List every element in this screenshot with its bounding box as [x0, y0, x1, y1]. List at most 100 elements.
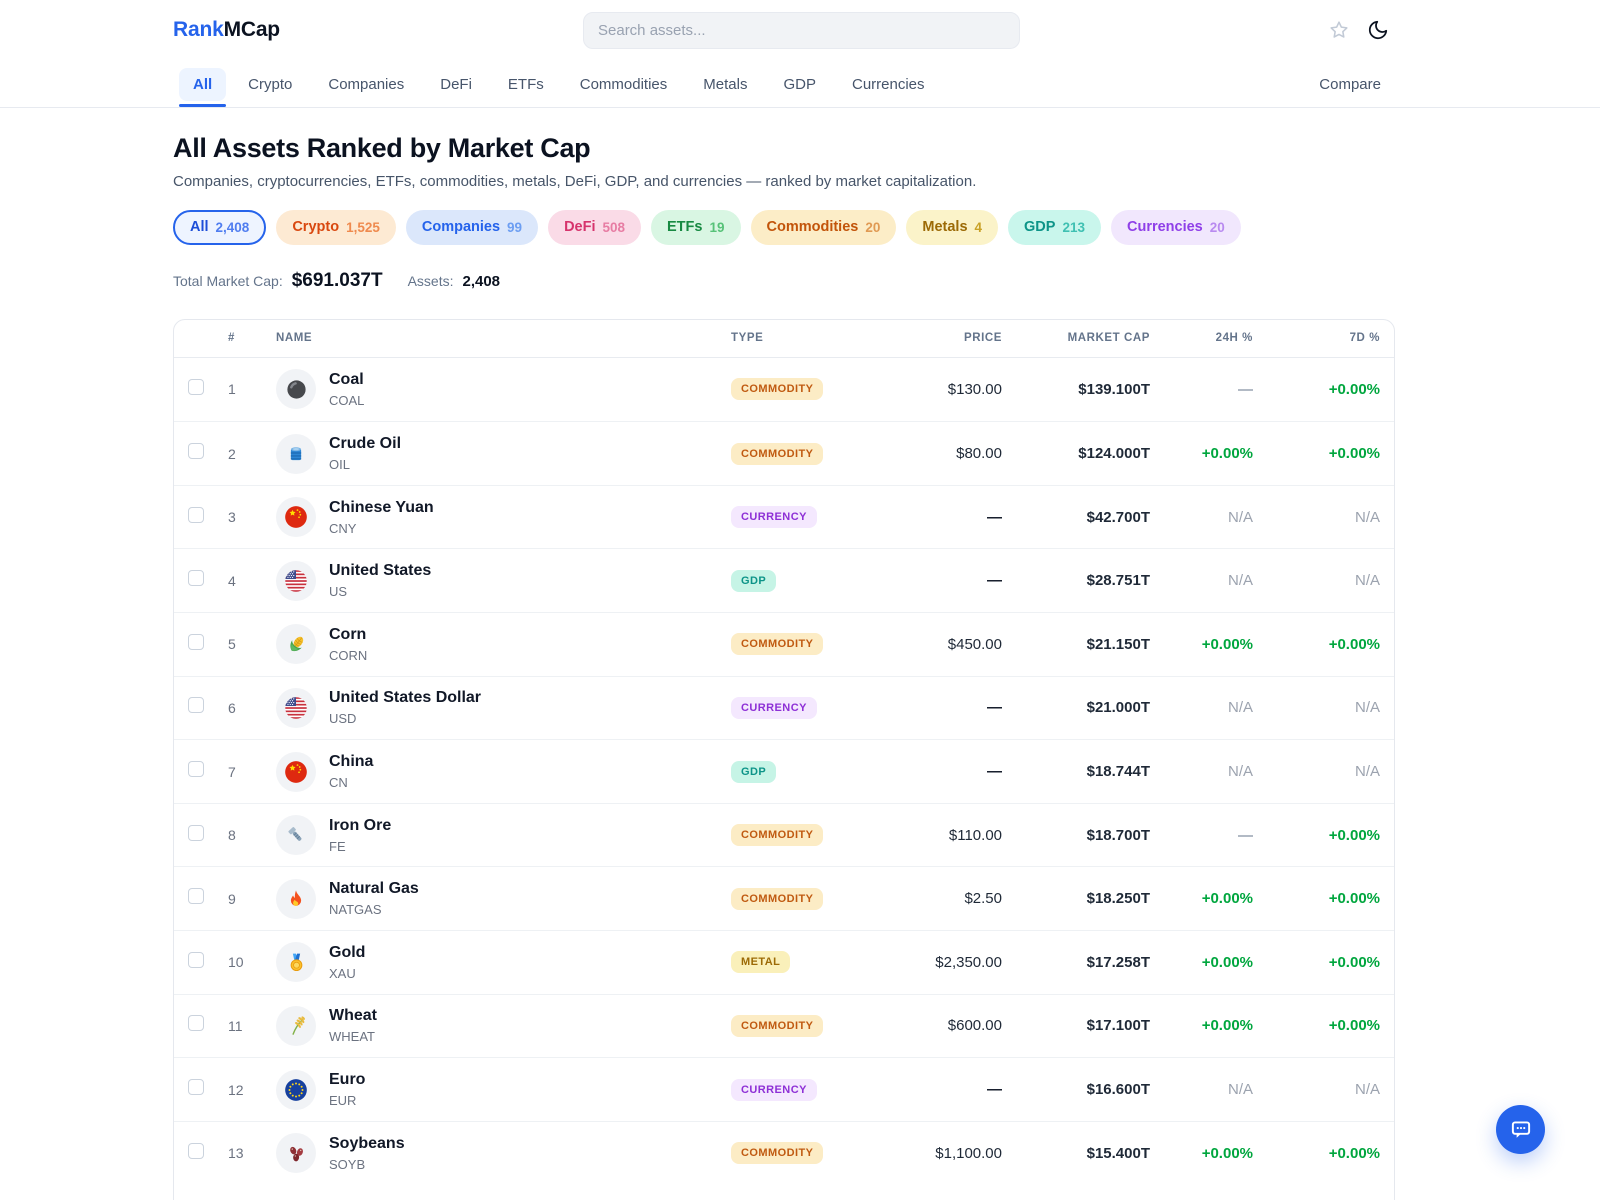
table-row[interactable]: 6 United States Dollar USD CURRENCY — $21.000… [174, 675, 1394, 740]
asset-name: Iron Ore [329, 816, 392, 834]
row-checkbox[interactable] [188, 1015, 204, 1032]
asset-name-cell: Coal COAL [276, 369, 731, 410]
tab-companies[interactable]: Companies [314, 68, 418, 101]
type-badge: COMMODITY [731, 1142, 824, 1165]
filter-pill-defi[interactable]: DeFi 508 [548, 209, 642, 245]
market-cap-cell: $124.000T [1078, 445, 1150, 463]
row-checkbox[interactable] [188, 761, 204, 778]
asset-name: Gold [329, 943, 366, 961]
table-row[interactable]: 1 Coal COAL COMMODITY $130.00 $139.100T — +0.00… [174, 358, 1394, 422]
column-header-type[interactable]: TYPE [731, 332, 764, 345]
chat-button[interactable] [1496, 1105, 1545, 1154]
row-checkbox[interactable] [188, 506, 204, 523]
row-checkbox[interactable] [188, 443, 204, 460]
type-badge: METAL [731, 951, 791, 974]
filter-pill-all[interactable]: All 2,408 [173, 209, 267, 245]
compare-link[interactable]: Compare [1319, 75, 1381, 93]
filter-pill-gdp[interactable]: GDP 213 [1008, 209, 1101, 245]
table-row[interactable]: 8 Iron Ore FE COMMODITY $110.00 $18.700T — +0.0… [174, 802, 1394, 867]
tab-crypto[interactable]: Crypto [234, 68, 306, 101]
row-checkbox[interactable] [188, 888, 204, 905]
tab-metals[interactable]: Metals [689, 68, 761, 101]
table-row[interactable]: 12 Euro EUR CURRENCY — $16.600T N/A N/A [174, 1057, 1394, 1121]
table-row[interactable]: 11 Wheat WHEAT COMMODITY $600.00 $17.100T +0.0… [174, 993, 1394, 1058]
table-row[interactable]: 13 Soybeans SOYB COMMODITY $1,100.00 $15.400T… [174, 1120, 1394, 1185]
rank-cell: 3 [228, 509, 236, 526]
asset-name-cell: Wheat WHEAT [276, 1005, 731, 1046]
type-badge: COMMODITY [731, 378, 824, 401]
asset-name: United States Dollar [329, 689, 482, 707]
row-checkbox[interactable] [188, 1079, 204, 1096]
filter-pill-crypto[interactable]: Crypto 1,525 [276, 209, 396, 245]
market-cap-value: $691.037T [291, 269, 383, 291]
price-cell: $2,350.00 [935, 953, 1002, 971]
filter-pill-commodities[interactable]: Commodities 20 [750, 209, 897, 245]
nav-tabs: All Crypto Companies DeFi ETFs Commodities Met… [179, 67, 947, 107]
row-checkbox[interactable] [188, 570, 204, 587]
row-checkbox[interactable] [188, 1142, 204, 1159]
eu-flag-icon [276, 1069, 316, 1110]
row-checkbox[interactable] [188, 951, 204, 968]
table-row[interactable]: 2 Crude Oil OIL COMMODITY $80.00 $124.000T +0.… [174, 421, 1394, 485]
rank-cell: 7 [228, 763, 236, 780]
tab-all[interactable]: All [179, 67, 227, 107]
filter-pill-etfs[interactable]: ETFs 19 [651, 209, 741, 245]
column-header-7d[interactable]: 7D % [1349, 332, 1380, 345]
row-checkbox[interactable] [188, 697, 204, 714]
change-7d-cell: +0.00% [1328, 380, 1380, 398]
watchlist-star-icon[interactable] [1327, 18, 1351, 42]
tab-commodities[interactable]: Commodities [566, 68, 682, 101]
filter-pill-label: GDP [1024, 219, 1056, 236]
row-checkbox[interactable] [188, 633, 204, 650]
filter-pill-metals[interactable]: Metals 4 [906, 209, 999, 245]
column-header-name[interactable]: NAME [276, 332, 313, 345]
search-input[interactable] [583, 12, 1020, 49]
price-cell: $450.00 [947, 635, 1002, 653]
column-header-market-cap[interactable]: MARKET CAP [1067, 332, 1150, 345]
wheat-icon [276, 1005, 316, 1046]
change-7d-cell: N/A [1354, 699, 1380, 717]
table-row[interactable]: 3 Chinese Yuan CNY CURRENCY — $42.700T N/A N/A [174, 484, 1394, 549]
asset-name: United States [329, 562, 432, 580]
table-row[interactable]: 4 United States US GDP — $28.751T N/A N/A [174, 548, 1394, 612]
change-7d-cell: N/A [1354, 572, 1380, 590]
theme-moon-icon[interactable] [1366, 18, 1390, 42]
market-cap-cell: $15.400T [1086, 1144, 1150, 1162]
brand-logo[interactable]: RankMCap [173, 18, 280, 42]
change-24h-cell: N/A [1227, 508, 1253, 526]
rank-cell: 11 [228, 1017, 243, 1034]
filter-pill-label: Metals [922, 219, 968, 236]
row-checkbox[interactable] [188, 378, 204, 395]
change-24h-cell: +0.00% [1201, 445, 1253, 463]
table-row[interactable]: 10 Gold XAU METAL $2,350.00 $17.258T +0.00% +0.… [174, 930, 1394, 994]
site-header: RankMCap AllCryptoCompaniesDeFiETFsCommo… [0, 0, 1600, 108]
asset-symbol: CNY [329, 520, 357, 536]
market-cap-cell: $18.744T [1086, 763, 1150, 781]
filter-pill-companies[interactable]: Companies 99 [405, 209, 539, 245]
table-row[interactable]: 7 China CN GDP — $18.744T N/A N/A [174, 739, 1394, 803]
market-cap-cell: $21.150T [1086, 635, 1150, 653]
asset-name-cell: Gold XAU [276, 942, 731, 983]
change-24h-cell: +0.00% [1201, 890, 1253, 908]
column-header-rank[interactable]: # [228, 332, 235, 345]
change-24h-cell: +0.00% [1201, 1017, 1253, 1035]
row-checkbox[interactable] [188, 824, 204, 841]
table-row[interactable]: 9 Natural Gas NATGAS COMMODITY $2.50 $18.250T… [174, 866, 1394, 930]
price-cell: $2.50 [964, 890, 1002, 908]
change-24h-cell: N/A [1227, 699, 1253, 717]
filter-pills: All 2,408 Crypto 1,525 Companies 99 DeFi 508 ETF… [173, 209, 1395, 245]
column-header-24h[interactable]: 24H % [1215, 332, 1253, 345]
change-7d-cell: N/A [1354, 1081, 1380, 1099]
tab-currencies[interactable]: Currencies [838, 68, 939, 101]
filter-pill-count: 19 [709, 219, 725, 235]
column-header-price[interactable]: PRICE [963, 332, 1002, 345]
header-actions [1327, 18, 1390, 42]
table-row[interactable]: 5 Corn CORN COMMODITY $450.00 $21.150T +0.00% +… [174, 612, 1394, 676]
asset-symbol: OIL [329, 457, 350, 473]
change-24h-cell: +0.00% [1201, 1144, 1253, 1162]
tab-etfs[interactable]: ETFs [494, 68, 558, 101]
table-body: 1 Coal COAL COMMODITY $130.00 $139.100T — +0.00… [174, 358, 1394, 1185]
tab-gdp[interactable]: GDP [769, 68, 830, 101]
tab-defi[interactable]: DeFi [426, 68, 486, 101]
filter-pill-currencies[interactable]: Currencies 20 [1110, 209, 1241, 245]
